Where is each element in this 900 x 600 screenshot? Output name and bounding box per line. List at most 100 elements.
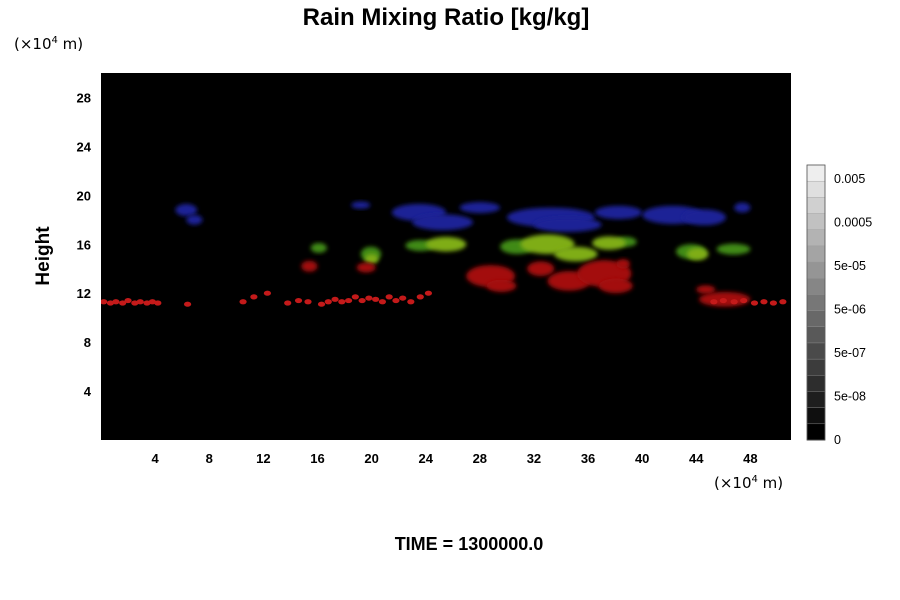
rain-dot [183, 301, 192, 307]
rain-dot [710, 299, 718, 305]
colorbar-segment [806, 197, 826, 215]
rain-dot [365, 295, 373, 301]
colorbar-segment [806, 375, 826, 393]
rain-dot [294, 297, 303, 304]
rain-dot [407, 299, 415, 305]
chart-title: Rain Mixing Ratio [kg/kg] [303, 4, 590, 31]
rain-cell [716, 243, 751, 255]
rain-dot [760, 299, 768, 305]
y-axis-label: Height [33, 226, 54, 286]
rain-dot [385, 294, 393, 300]
feature-layer [364, 234, 709, 264]
x-axis-ticks: 4 8 12 16 20 24 28 32 36 40 44 48 [152, 451, 758, 466]
colorbar-segment [806, 391, 826, 409]
rain-cell [734, 202, 751, 213]
rain-cell [301, 260, 318, 272]
rain-dot [324, 299, 332, 305]
rain-dot [392, 297, 400, 304]
y-tick-label: 24 [77, 139, 92, 154]
plot-area [101, 73, 791, 440]
rain-dot [378, 299, 387, 305]
x-tick-label: 16 [310, 451, 324, 466]
rain-dot [358, 297, 366, 304]
rain-dot [317, 301, 326, 307]
x-axis-unit: (×104 m) [714, 474, 783, 492]
colorbar-segment [806, 294, 826, 312]
y-tick-label: 28 [77, 90, 91, 105]
rain-dot [730, 299, 738, 305]
x-tick-label: 40 [635, 451, 649, 466]
rain-dot [424, 290, 433, 296]
rain-cell [527, 261, 555, 277]
rain-dot [779, 299, 787, 305]
rain-dot [148, 299, 157, 305]
colorbar-frame [806, 164, 826, 441]
colorbar-segment [806, 229, 826, 247]
rain-cell [486, 279, 517, 292]
rain-dot [351, 294, 359, 300]
rain-cell [598, 278, 633, 294]
y-tick-label: 8 [84, 335, 91, 350]
x-tick-label: 48 [743, 451, 757, 466]
rain-cell [682, 209, 727, 226]
rain-dot [250, 294, 258, 300]
rain-dot [344, 297, 353, 304]
colorbar-tick-label: 0.005 [834, 172, 865, 186]
rain-dot [112, 299, 120, 305]
colorbar-tick-label: 0.0005 [834, 216, 872, 230]
colorbar-segment [806, 213, 826, 231]
x-tick-label: 8 [206, 451, 213, 466]
rain-dot [106, 300, 115, 306]
x-tick-label: 24 [418, 451, 433, 466]
rain-cell [459, 202, 501, 214]
y-tick-label: 20 [77, 188, 91, 203]
rain-dot [769, 300, 778, 306]
colorbar-tick-label: 0 [834, 433, 841, 447]
x-tick-label: 20 [364, 451, 378, 466]
colorbar-segment [806, 358, 826, 376]
rain-dot [719, 297, 727, 304]
colorbar-labels: 0.005 0.0005 5e-05 5e-06 5e-07 5e-08 0 [834, 172, 872, 447]
colorbar-segment [806, 326, 826, 344]
rain-dot [399, 295, 407, 301]
x-tick-label: 32 [527, 451, 541, 466]
rain-cell [364, 254, 379, 264]
y-axis-ticks: 4 8 12 16 20 24 28 [77, 90, 92, 399]
rain-cell [554, 246, 598, 262]
rain-dot [740, 297, 748, 304]
rain-dot [304, 299, 312, 305]
colorbar-segment [806, 407, 826, 425]
rain-cell [533, 217, 602, 233]
rain-dot [263, 290, 272, 296]
colorbar-tick-label: 5e-05 [834, 259, 866, 273]
rain-cell [186, 214, 203, 225]
rain-dot [416, 294, 424, 300]
x-tick-label: 36 [581, 451, 595, 466]
feature-layer [175, 201, 751, 233]
x-tick-label: 44 [689, 451, 704, 466]
x-tick-label: 28 [473, 451, 487, 466]
x-tick-label: 12 [256, 451, 270, 466]
rain-cell [356, 262, 376, 273]
colorbar-tick-label: 5e-07 [834, 346, 866, 360]
rain-cell [594, 205, 643, 220]
rain-cell [686, 247, 709, 261]
colorbar-tick-label: 5e-08 [834, 390, 866, 404]
y-axis-unit: (×104 m) [14, 35, 83, 53]
rain-field [101, 201, 787, 307]
rain-cell [696, 285, 716, 294]
feature-layer [101, 290, 787, 307]
rain-dot [154, 300, 162, 306]
colorbar-segment [806, 164, 826, 182]
time-label: TIME = 1300000.0 [395, 534, 544, 554]
rain-dot [338, 299, 346, 305]
colorbar-tick-label: 5e-06 [834, 303, 866, 317]
colorbar-segment [806, 342, 826, 360]
rain-cell [310, 243, 327, 253]
colorbar-segment [806, 180, 826, 198]
rain-cell [351, 201, 371, 209]
rain-dot [284, 300, 292, 306]
rain-dot [131, 300, 139, 306]
rain-dot [372, 296, 380, 302]
